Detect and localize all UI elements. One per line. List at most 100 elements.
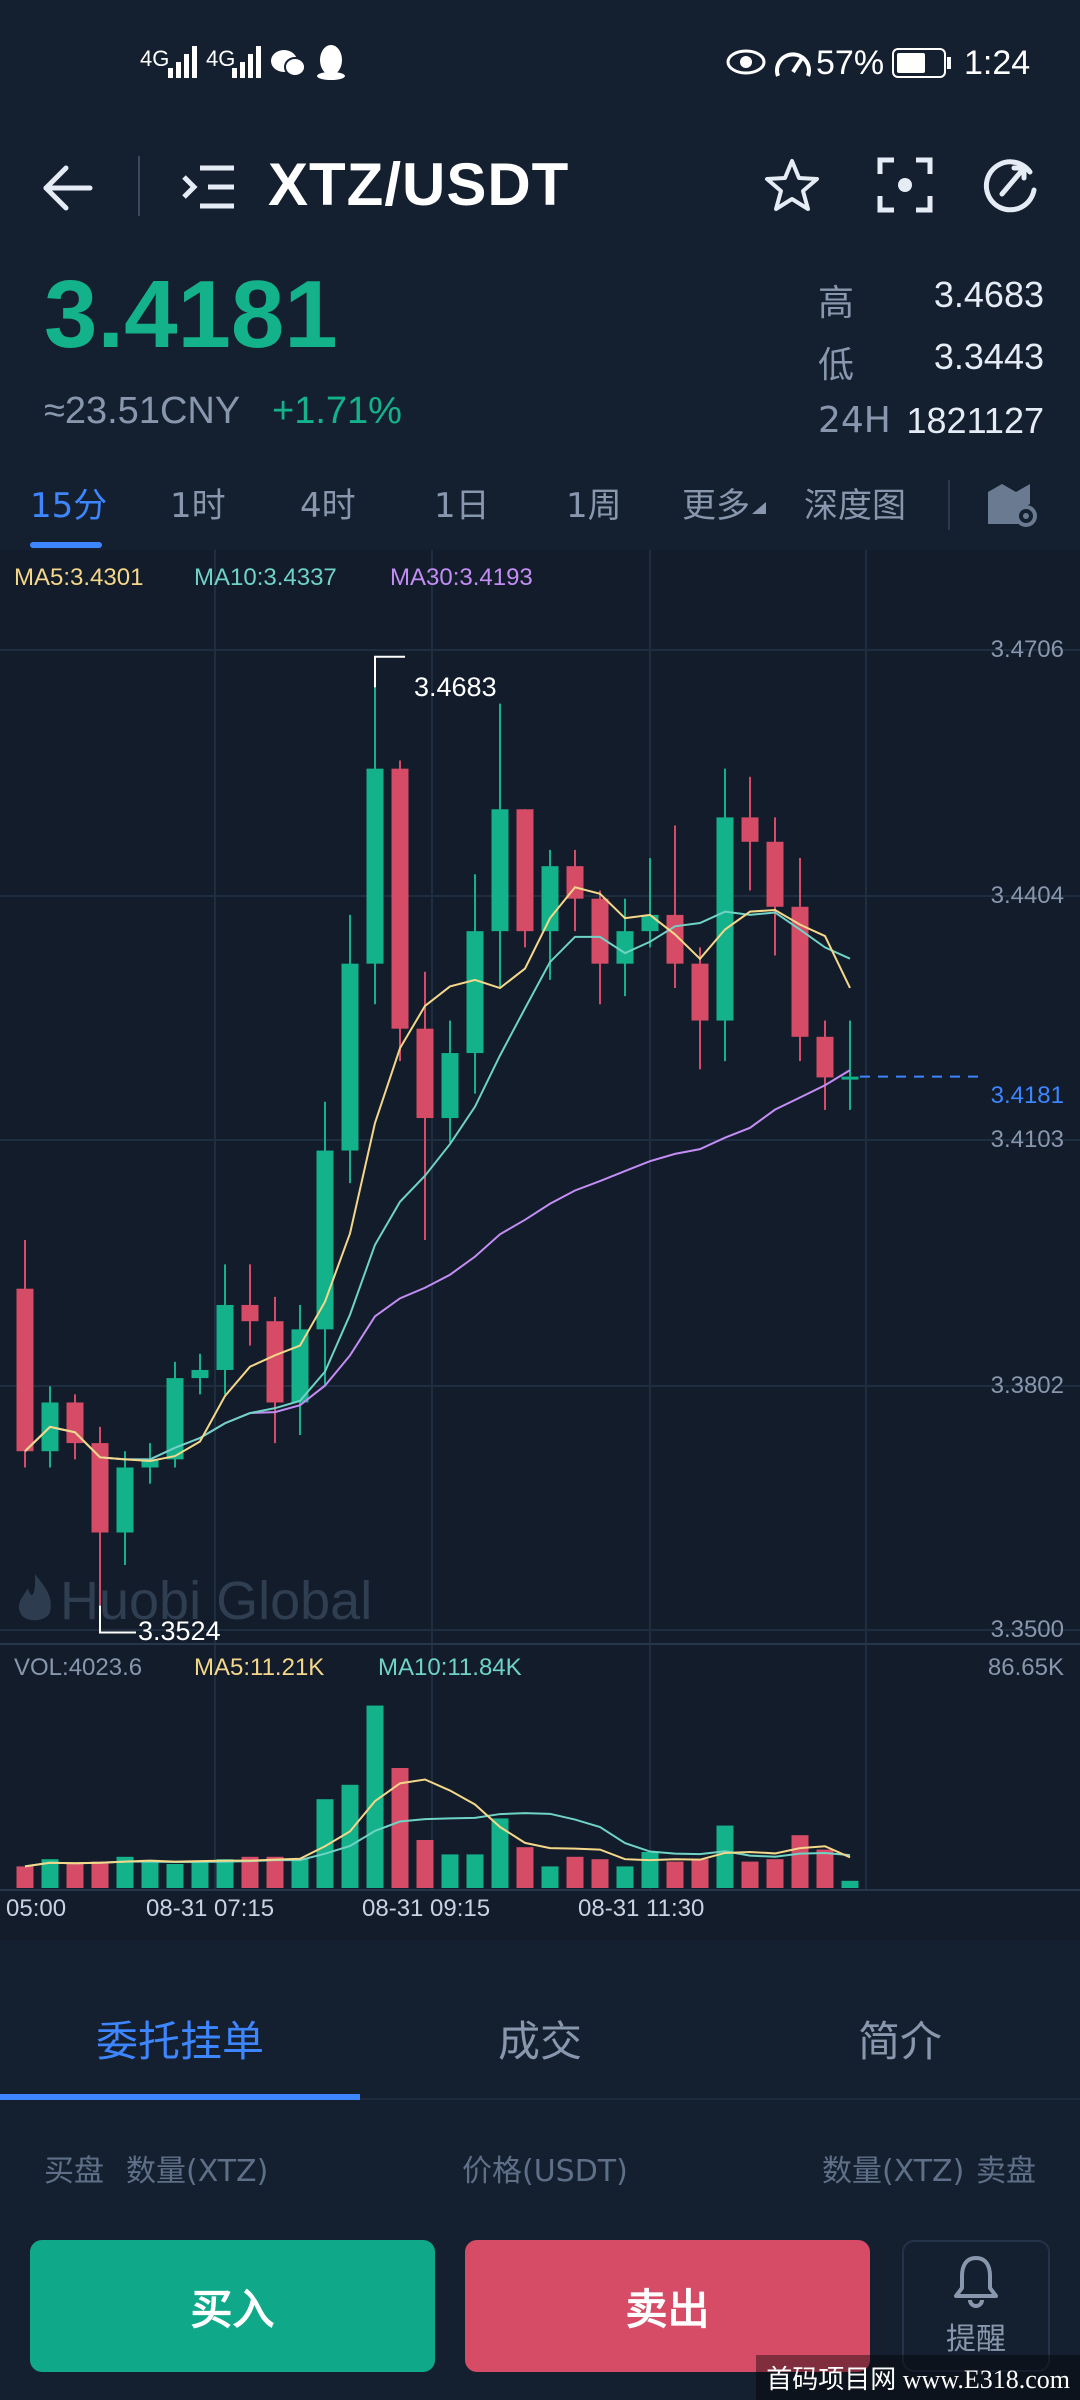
signal-label-1: 4G: [140, 46, 170, 71]
battery-percent: 57%: [816, 44, 885, 82]
tab-trades[interactable]: 成交: [498, 2017, 583, 2066]
volume-bar: [391, 1767, 409, 1888]
alert-button[interactable]: 提醒: [902, 2240, 1050, 2372]
clock: 1:24: [964, 44, 1031, 82]
candle-body: [366, 768, 384, 964]
header-divider: [138, 156, 140, 216]
footer-watermark: 首码项目网 www.E318.com: [756, 2355, 1080, 2400]
ma10-legend: MA10:3.4337: [194, 564, 337, 591]
time-label-2: 08-31 07:15: [146, 1895, 275, 1922]
candle-body: [391, 768, 409, 1029]
tabs-divider: [948, 480, 950, 530]
candle-body: [266, 1321, 284, 1403]
buy-button[interactable]: 买入: [30, 2240, 435, 2372]
candlestick-chart[interactable]: [0, 550, 1080, 1940]
header: XTZ/USDT: [0, 130, 1080, 260]
ob-buy-label: 买盘: [44, 2154, 104, 2189]
chart-settings-icon[interactable]: [986, 478, 1040, 528]
tab-15min[interactable]: 15分: [30, 486, 108, 526]
kline-chart[interactable]: MA5:3.4301 MA10:3.4337 MA30:3.4193 3.470…: [0, 550, 1080, 1940]
tab-orders[interactable]: 委托挂单: [96, 2017, 265, 2066]
volume-bar: [491, 1818, 509, 1888]
volume-bar: [791, 1835, 809, 1888]
volume-bar: [341, 1784, 359, 1888]
min-price-marker: [99, 1605, 136, 1634]
volume-bar: [141, 1861, 159, 1888]
vol-legend: VOL:4023.6: [14, 1654, 143, 1681]
tab-depth[interactable]: 深度图: [804, 486, 906, 526]
volume-bar: [216, 1859, 234, 1888]
candle-body: [291, 1329, 309, 1403]
section-tab-indicator: [0, 2094, 360, 2100]
candle-body: [66, 1402, 84, 1444]
volume-bar: [16, 1866, 34, 1888]
volume-bar: [316, 1799, 334, 1888]
price-change: +1.71%: [272, 390, 402, 432]
bell-icon: [954, 2256, 998, 2308]
candle-body: [516, 809, 534, 932]
candle-body: [166, 1378, 184, 1460]
volume-bar: [66, 1863, 84, 1888]
price-tick-5: 3.3500: [990, 1616, 1064, 1643]
tab-4h[interactable]: 4时: [300, 486, 356, 526]
candle-body: [616, 931, 634, 964]
volume-bar: [666, 1861, 684, 1888]
candle-body: [241, 1304, 259, 1322]
signal-label-2: 4G: [206, 46, 236, 71]
candle-body: [491, 809, 509, 932]
ob-sell-qty-label: 数量(XTZ): [822, 2154, 965, 2189]
menu-list-icon[interactable]: [182, 162, 236, 212]
price-tick-4: 3.3802: [990, 1372, 1064, 1399]
tab-1h[interactable]: 1时: [170, 486, 226, 526]
candle-body: [741, 817, 759, 842]
candle-body: [316, 1150, 334, 1330]
volume-bar: [241, 1856, 259, 1888]
candle-body: [841, 1076, 859, 1080]
dropdown-triangle-icon: [752, 502, 766, 514]
orderbook-header: 买盘 数量(XTZ) 价格(USDT) 数量(XTZ) 卖盘: [0, 2102, 1080, 2212]
candle-body: [216, 1304, 234, 1370]
scan-icon[interactable]: [876, 156, 934, 214]
price-cny: ≈23.51CNY: [44, 390, 241, 432]
volume-bar: [441, 1854, 459, 1888]
price-tick-2: 3.4404: [990, 882, 1064, 909]
time-label-1: 05:00: [6, 1895, 67, 1922]
vol-ma5-line: [24, 1778, 851, 1868]
volume-bar: [41, 1859, 59, 1888]
min-price-label: 3.3524: [138, 1616, 221, 1646]
candle-body: [191, 1369, 209, 1379]
sell-button[interactable]: 卖出: [465, 2240, 870, 2372]
price-tick-3: 3.4103: [990, 1126, 1064, 1153]
candle-body: [691, 963, 709, 1021]
speed-icon: [775, 52, 811, 77]
candle-body: [91, 1443, 109, 1533]
alert-label: 提醒: [946, 2322, 1006, 2357]
volume-bar: [716, 1825, 734, 1888]
tab-intro[interactable]: 简介: [858, 2017, 943, 2066]
star-icon[interactable]: [762, 156, 822, 216]
tab-1w[interactable]: 1周: [566, 486, 622, 526]
last-price: 3.4181: [44, 261, 338, 368]
volume-bar: [266, 1856, 284, 1888]
max-price-label: 3.4683: [414, 672, 497, 702]
candle-body: [766, 841, 784, 907]
ob-price-label: 价格(USDT): [462, 2154, 628, 2189]
volume-bar: [616, 1866, 634, 1888]
vol-max-label: 86.65K: [987, 1654, 1064, 1681]
refresh-icon[interactable]: [980, 154, 1042, 216]
tab-more[interactable]: 更多: [682, 486, 750, 526]
ma10-line: [24, 910, 851, 1461]
candle-body: [591, 898, 609, 964]
ma5-legend: MA5:3.4301: [14, 564, 144, 591]
candle-body: [141, 1459, 159, 1468]
pair-title[interactable]: XTZ/USDT: [268, 151, 570, 218]
volume-bar: [641, 1851, 659, 1888]
candle-body: [791, 906, 809, 1037]
back-arrow-icon[interactable]: [40, 160, 96, 216]
max-price-marker: [374, 655, 405, 688]
candle-body: [116, 1467, 134, 1533]
volume-bar: [516, 1847, 534, 1888]
candle-body: [16, 1288, 34, 1452]
tab-1d[interactable]: 1日: [434, 486, 490, 526]
high-label: 高: [818, 283, 855, 324]
